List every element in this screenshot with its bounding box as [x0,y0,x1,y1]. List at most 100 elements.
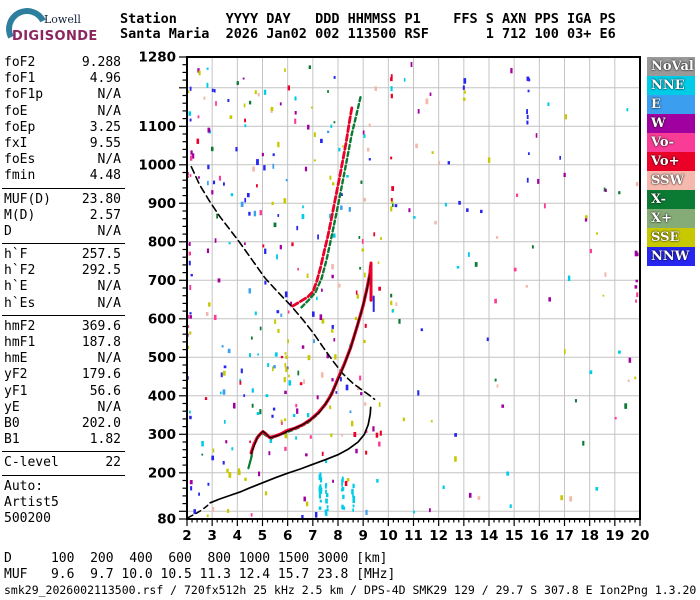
noise-dot [319,472,322,478]
noise-dot [307,355,311,361]
legend-item-vo: Vo- [647,133,695,152]
noise-dot [377,261,380,264]
noise-dot [190,480,193,485]
noise-dot [206,67,209,70]
param-value: N/A [97,295,121,311]
x-axis-tick-label: 14 [480,528,499,544]
x-axis-tick-label: 13 [454,528,473,544]
noise-dot [355,448,358,454]
noise-dot [462,97,466,101]
noise-dot [390,86,393,92]
noise-dot [574,399,577,403]
param-row: foE N/A [2,104,125,120]
noise-dot [390,197,393,202]
noise-dot [468,492,472,498]
y-axis-tick-label: 900 [148,196,176,212]
legend-item-ssw: SSW [647,171,695,190]
param-value: 292.5 [81,263,121,279]
noise-dot [236,81,239,85]
noise-dot [325,493,329,498]
noise-dot [189,174,192,177]
noise-dot [269,438,273,443]
param-value: N/A [97,152,121,168]
noise-dot [319,499,322,503]
noise-dot [211,88,214,92]
noise-dot [454,456,457,462]
noise-dot [253,210,257,217]
noise-dot [228,242,231,245]
noise-dot [494,298,497,304]
param-value: 2.57 [89,207,121,223]
legend-item-e: E [647,95,695,114]
noise-dot [466,208,469,212]
noise-dot [329,175,332,180]
noise-dot [311,311,315,317]
noise-dot [218,175,222,181]
noise-dot [188,260,191,266]
noise-dot [320,138,323,144]
noise-dot [321,318,325,324]
noise-dot [368,123,371,127]
noise-dot [219,391,222,395]
noise-dot [284,390,287,395]
param-label: foF1p [4,87,44,103]
noise-dot [317,234,319,240]
noise-dot [333,76,336,79]
noise-dot [330,433,333,438]
noise-dot [447,161,451,165]
noise-dot [283,377,286,383]
noise-dot [297,267,299,271]
noise-dot [564,114,567,120]
noise-dot [496,384,499,388]
noise-dot [267,363,270,368]
noise-dot [364,323,367,328]
param-value: N/A [97,103,121,119]
noise-dot [258,471,261,477]
noise-dot [378,286,382,291]
noise-dot [196,138,200,144]
noise-dot [284,363,287,368]
noise-dot [390,300,393,306]
noise-dot [319,487,323,491]
y-axis-tick-label: 300 [148,427,176,443]
noise-dot [506,471,510,476]
echo-type-legend: NoVal NNE E W Vo- Vo+ SSW X- X+ SSE NNW [647,57,695,266]
noise-dot [341,479,344,485]
noise-dot [352,504,355,508]
noise-dot [248,288,252,294]
noise-dot [628,357,632,363]
param-value: 9.288 [81,55,121,70]
noise-dot [327,130,330,134]
noise-dot [403,78,406,82]
param-label: h`E [4,279,28,295]
noise-dot [353,431,357,438]
noise-dot [537,178,540,184]
noise-dot [244,197,247,203]
noise-dot [318,506,322,510]
noise-dot [215,101,217,106]
noise-dot [243,394,246,397]
noise-dot [567,275,571,282]
param-row: C-level 22 [2,455,125,471]
x-axis-tick-label: 9 [358,528,367,544]
noise-dot [634,376,637,380]
noise-dot [348,207,351,212]
y-axis-tick-label: 1000 [140,157,176,173]
noise-dot [325,498,328,504]
noise-dot [462,85,465,90]
noise-dot [417,109,420,114]
trace-hop2-x-trace [300,95,362,309]
x-axis-tick-label: 16 [530,528,549,544]
param-row: yF2 179.6 [2,367,125,383]
noise-dot [525,284,529,288]
noise-dot [368,158,371,161]
noise-dot [288,380,292,386]
noise-dot [198,70,201,76]
noise-dot [284,68,286,72]
param-value: 179.6 [81,367,121,383]
param-value: N/A [97,87,121,103]
noise-dot [294,110,297,115]
noise-dot [602,294,605,297]
noise-dot [531,245,534,249]
